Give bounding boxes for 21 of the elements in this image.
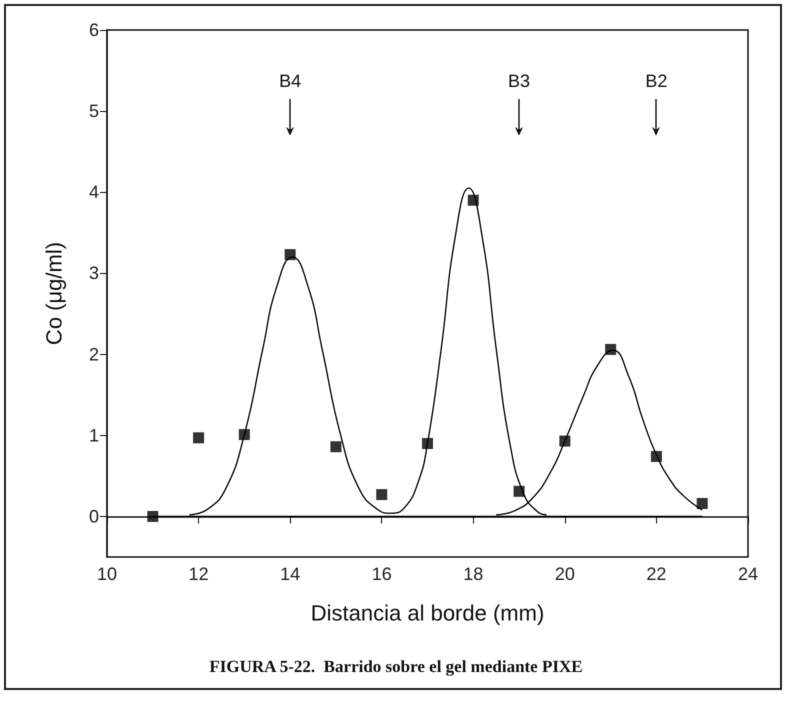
x-tick-label: 12 — [188, 564, 209, 584]
x-tick-label: 22 — [646, 564, 666, 584]
y-tick-label: 6 — [88, 20, 99, 40]
x-tick-label: 16 — [372, 564, 392, 584]
y-axis-title: Co (μg/ml) — [42, 242, 66, 346]
y-tick-label: 3 — [88, 263, 99, 284]
x-tick-label: 10 — [96, 564, 118, 584]
x-tick-label: 24 — [738, 564, 758, 584]
annotation: B3 — [508, 70, 530, 90]
x-tick-label: 18 — [463, 564, 484, 584]
y-tick-label: 5 — [88, 101, 99, 122]
y-tick-label: 2 — [88, 344, 99, 364]
y-tick-label: 0 — [88, 506, 99, 526]
x-axis-title: Distancia al borde (mm) — [310, 600, 544, 626]
text: FIGURA 5-22. Barrido sobre el gel mediante PIXE — [209, 657, 583, 676]
x-tick-label: 20 — [554, 564, 575, 584]
annotation: B2 — [645, 70, 668, 90]
y-tick-label: 1 — [88, 425, 99, 446]
annotation: B4 — [279, 70, 302, 90]
x-tick-label: 14 — [280, 564, 300, 584]
y-tick-label: 4 — [88, 182, 99, 202]
